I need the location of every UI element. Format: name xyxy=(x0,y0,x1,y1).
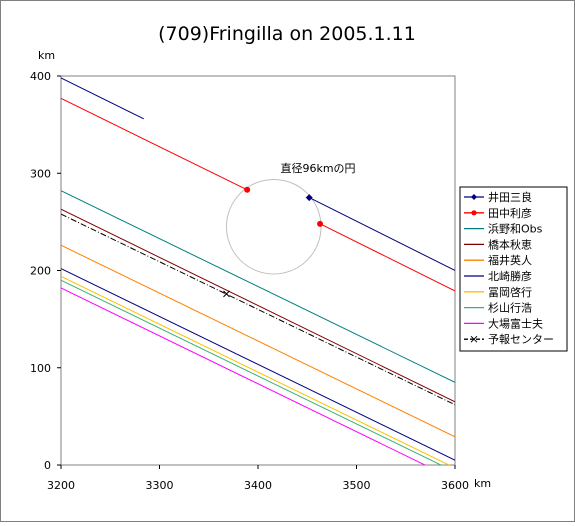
series-point-1-0 xyxy=(244,186,251,193)
series-line-7-0 xyxy=(61,279,443,465)
series-point-1-1 xyxy=(317,220,324,227)
x-tick-label-3: 3500 xyxy=(343,479,371,492)
y-tick-label-3: 300 xyxy=(30,167,51,180)
x-tick-label-1: 3300 xyxy=(146,479,174,492)
diameter-circle xyxy=(225,178,322,275)
series-line-9-0 xyxy=(61,213,455,406)
series-line-0-1 xyxy=(308,197,455,272)
y-tick-label-0: 0 xyxy=(44,459,51,472)
legend-label-0: 井田三良 xyxy=(488,190,532,204)
legend-label-3: 橋本秋恵 xyxy=(488,237,532,251)
legend-marker-9 xyxy=(470,335,478,343)
y-axis-label: km xyxy=(38,49,55,62)
legend-label-7: 杉山行浩 xyxy=(488,301,532,315)
plot-area xyxy=(60,75,456,466)
x-tick-label-4: 3600 xyxy=(441,479,469,492)
series-line-2-0 xyxy=(61,190,455,383)
y-tick-label-1: 100 xyxy=(30,362,51,375)
axes: 3200 3300 3400 3500 3600 0 100 200 300 400 xyxy=(30,70,469,492)
chart-title: (709)Fringilla on 2005.1.11 xyxy=(158,23,416,45)
series-line-0-0 xyxy=(61,77,144,120)
legend-label-9: 予報センター xyxy=(488,333,554,346)
x-axis-label: km xyxy=(474,477,491,490)
series-line-1-0 xyxy=(61,97,248,191)
x-tick-label-2: 3400 xyxy=(244,479,272,492)
y-tick-label-4: 400 xyxy=(30,70,51,83)
x-tick-label-0: 3200 xyxy=(47,479,75,492)
series-line-5-0 xyxy=(61,268,455,461)
legend: 井田三良田中利彦浜野和Obs橋本秋恵福井英人北崎勝彦冨岡啓行杉山行浩大場富士夫予… xyxy=(459,186,568,352)
legend-label-2: 浜野和Obs xyxy=(488,223,543,236)
y-tick-label-2: 200 xyxy=(30,265,51,278)
series-line-1-1 xyxy=(319,223,455,292)
series-point-0-0 xyxy=(305,194,313,202)
legend-marker-0 xyxy=(471,194,477,200)
plot-series xyxy=(61,77,455,465)
series-line-6-0 xyxy=(61,275,451,465)
legend-label-6: 冨岡啓行 xyxy=(488,285,532,299)
legend-label-8: 大場富士夫 xyxy=(488,316,543,330)
legend-label-4: 福井英人 xyxy=(488,253,532,267)
legend-marker-1 xyxy=(471,210,477,216)
series-line-4-0 xyxy=(61,244,455,438)
series-line-3-0 xyxy=(61,208,455,403)
series-line-8-0 xyxy=(61,287,427,465)
legend-label-5: 北崎勝彦 xyxy=(488,269,532,283)
circle-annotation: 直径96kmの円 xyxy=(280,161,355,175)
legend-label-1: 田中利彦 xyxy=(488,206,532,220)
series-point-9-0 xyxy=(223,290,230,298)
